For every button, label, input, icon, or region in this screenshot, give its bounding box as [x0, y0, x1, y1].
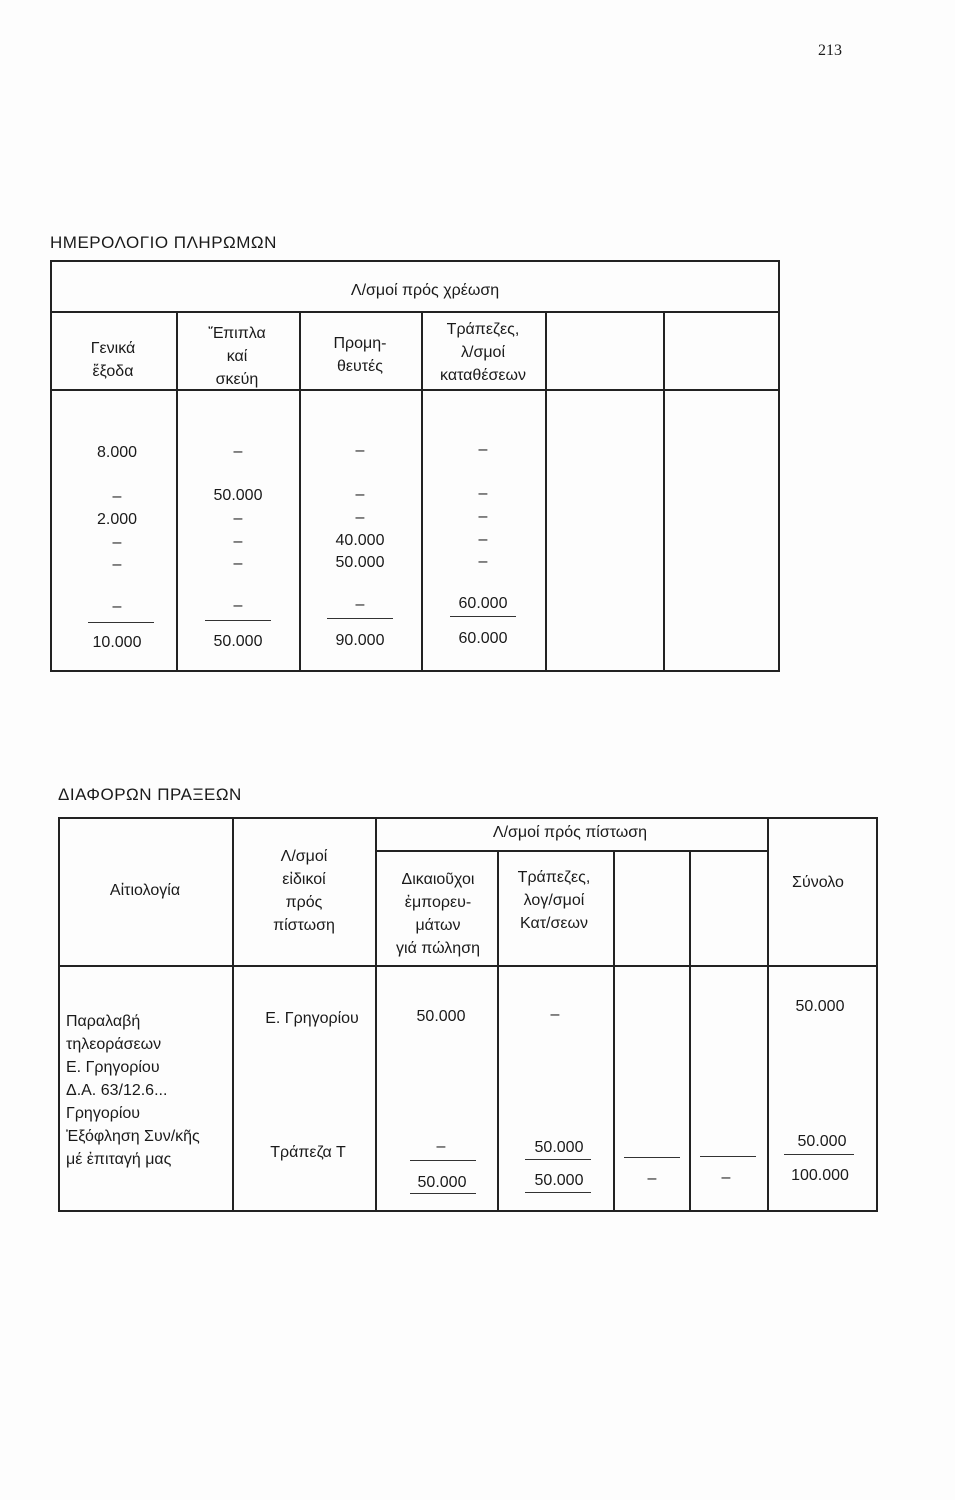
column-header: Τράπεζες, λ/σμοί καταθέσεων — [440, 321, 526, 384]
journal-cell: – — [112, 488, 122, 505]
column-divider — [176, 311, 178, 672]
column-divider — [663, 311, 665, 672]
journal-cell: 50.000 — [335, 554, 385, 571]
total-cell: 10.000 — [92, 634, 142, 651]
double-underline — [410, 1193, 476, 1194]
journal-cell: – — [355, 486, 365, 503]
total-cell: – — [647, 1170, 657, 1187]
column-header: Δικαιοῦχοι ἐμπορευ- μάτων γιά πώληση — [396, 871, 480, 957]
column-divider — [545, 311, 547, 672]
entry-total: 50.000 — [795, 998, 845, 1015]
table-border — [876, 817, 878, 1212]
table-border — [778, 260, 780, 672]
entry-total: 50.000 — [797, 1133, 847, 1150]
journal-cell: – — [478, 553, 488, 570]
table-border — [58, 1210, 878, 1212]
entry-value: – — [550, 1006, 560, 1023]
misc-journal-title: ΔΙΑΦΟΡΩΝ ΠΡΑΞΕΩΝ — [58, 785, 242, 804]
column-divider — [497, 850, 499, 1210]
total-cell: 50.000 — [213, 633, 263, 650]
journal-cell: – — [355, 442, 365, 459]
column-divider — [613, 850, 615, 1210]
table-divider — [50, 311, 780, 313]
table-divider — [50, 389, 780, 391]
journal-cell: 50.000 — [213, 487, 263, 504]
journal-cell: 40.000 — [335, 532, 385, 549]
journal-cell: – — [233, 597, 243, 614]
journal-cell: 60.000 — [458, 595, 508, 612]
column-header: Σύνολο — [792, 874, 844, 891]
total-cell: 60.000 — [458, 630, 508, 647]
entry-special: Τράπεζα Τ — [270, 1144, 346, 1161]
column-divider — [421, 311, 423, 672]
payments-journal-title: ΗΜΕΡΟΛΟΓΙΟ ΠΛΗΡΩΜΩΝ — [50, 233, 277, 252]
journal-cell: 8.000 — [96, 444, 138, 461]
column-divider — [232, 817, 234, 1212]
table-border — [58, 817, 60, 1212]
journal-cell: – — [112, 556, 122, 573]
entry-special: Ε. Γρηγορίου — [265, 1010, 359, 1027]
entry-value: 50.000 — [534, 1139, 584, 1156]
journal-cell: – — [355, 596, 365, 613]
sum-line — [525, 1159, 591, 1160]
entry-value: – — [436, 1138, 446, 1155]
table-divider — [375, 850, 767, 852]
sum-line — [784, 1154, 854, 1155]
double-underline — [525, 1192, 591, 1193]
journal-cell: – — [112, 598, 122, 615]
entry-reason: Ἐξόφληση Συν/κῆς μέ ἐπιταγή μας — [66, 1128, 200, 1168]
column-divider — [767, 817, 769, 1212]
journal-cell: – — [233, 443, 243, 460]
group-header: Λ/σμοί πρός πίστωση — [492, 824, 648, 841]
sum-line — [450, 616, 516, 617]
column-divider — [299, 311, 301, 672]
journal-cell: – — [355, 509, 365, 526]
entry-value: 50.000 — [416, 1008, 466, 1025]
table-border — [58, 817, 878, 819]
sum-line — [410, 1160, 476, 1161]
table-divider — [58, 965, 878, 967]
total-cell: 50.000 — [534, 1172, 584, 1189]
column-header: Λ/σμοί εἰδικοί πρός πίστωση — [273, 848, 335, 934]
journal-cell: – — [478, 441, 488, 458]
total-cell: 50.000 — [417, 1174, 467, 1191]
journal-cell: – — [233, 510, 243, 527]
journal-cell: 2.000 — [96, 511, 138, 528]
total-cell: – — [721, 1169, 731, 1186]
column-header: Αἰτιολογία — [109, 882, 181, 899]
sum-line — [327, 618, 393, 619]
column-header: Τράπεζες, λογ/σμοί Κατ/σεων — [517, 869, 591, 932]
journal-cell: – — [478, 485, 488, 502]
column-header: Γενικά ἔξοδα — [90, 340, 136, 380]
sum-line — [624, 1157, 680, 1158]
column-header: Ἔπιπλα καί σκεύη — [208, 325, 266, 388]
sum-line — [205, 620, 271, 621]
journal-cell: – — [233, 533, 243, 550]
sum-line — [700, 1156, 756, 1157]
table-border — [50, 260, 52, 672]
group-header: Λ/σμοί πρός χρέωση — [350, 282, 500, 299]
page-number: 213 — [818, 42, 842, 59]
journal-cell: – — [112, 534, 122, 551]
journal-cell: – — [478, 508, 488, 525]
table-border — [50, 670, 780, 672]
entry-reason: Παραλαβή τηλεοράσεων Ε. Γρηγορίου Δ.Α. 6… — [66, 1013, 168, 1122]
sum-line — [88, 622, 154, 623]
total-cell: 90.000 — [335, 632, 385, 649]
table-border — [50, 260, 780, 262]
journal-cell: – — [478, 531, 488, 548]
column-header: Προμη- θευτές — [333, 335, 387, 375]
column-divider — [375, 817, 377, 1212]
column-divider — [689, 850, 691, 1210]
journal-cell: – — [233, 555, 243, 572]
grand-total: 100.000 — [791, 1167, 849, 1184]
